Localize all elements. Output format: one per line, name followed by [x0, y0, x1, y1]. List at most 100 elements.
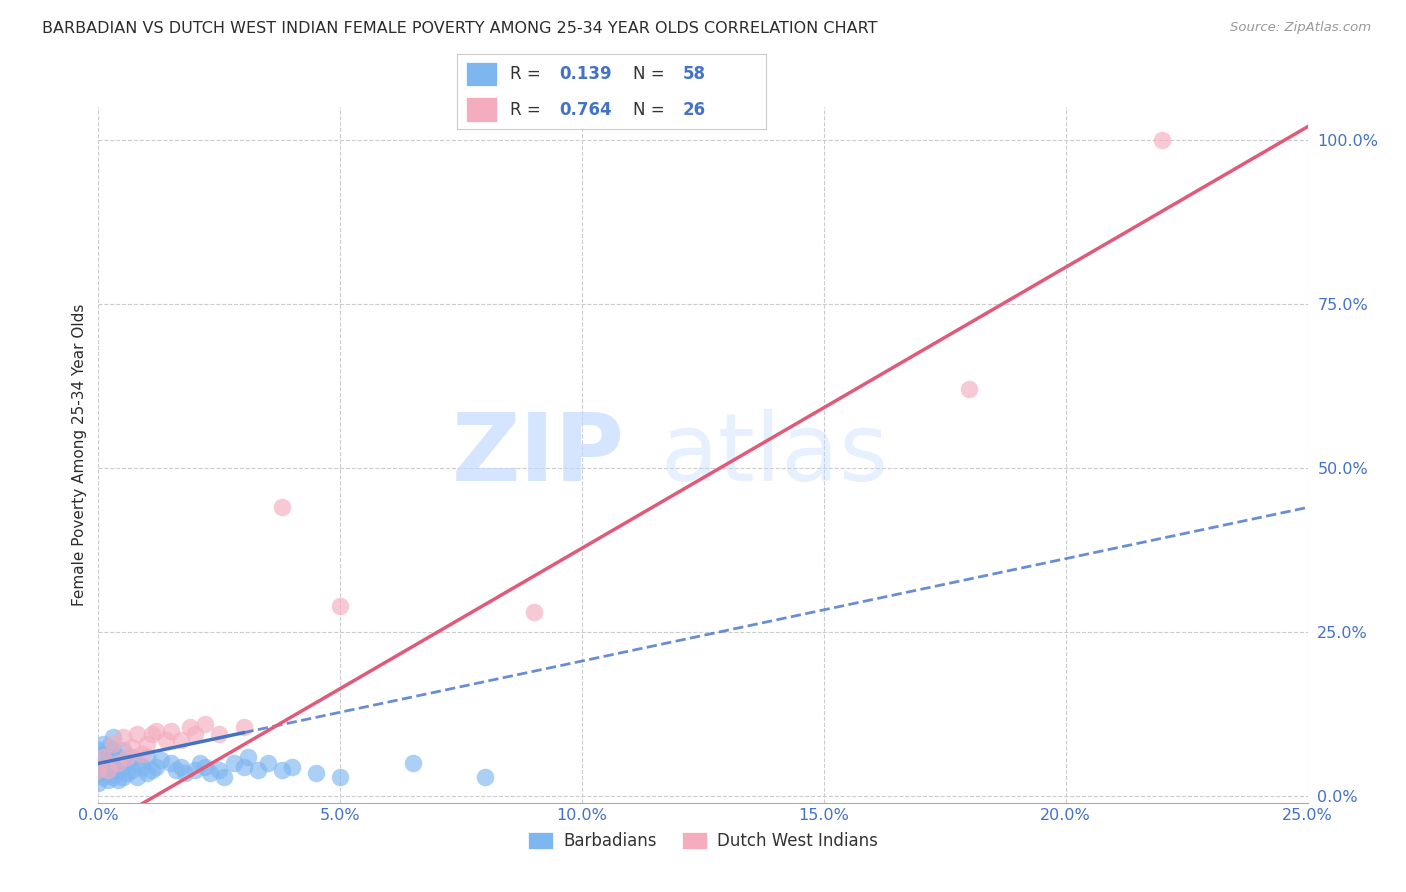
Text: 0.764: 0.764	[560, 101, 612, 119]
Text: atlas: atlas	[661, 409, 889, 501]
Point	[135, 766, 157, 780]
Point	[101, 743, 124, 757]
Point	[107, 763, 129, 777]
Point	[523, 606, 546, 620]
Point	[184, 727, 207, 741]
Text: 0.139: 0.139	[560, 65, 612, 83]
Point	[131, 747, 153, 761]
Point	[107, 749, 129, 764]
Point	[101, 763, 124, 777]
Text: R =: R =	[509, 101, 546, 119]
Point	[194, 717, 217, 731]
Point	[160, 756, 183, 771]
Point	[101, 737, 124, 751]
FancyBboxPatch shape	[467, 97, 498, 122]
Point	[141, 727, 163, 741]
Text: 58: 58	[683, 65, 706, 83]
Point	[87, 763, 110, 777]
Point	[91, 770, 114, 784]
Point	[160, 723, 183, 738]
Point	[194, 760, 217, 774]
Point	[402, 756, 425, 771]
Point	[247, 763, 270, 777]
Point	[117, 756, 139, 771]
Text: ZIP: ZIP	[451, 409, 624, 501]
Point	[474, 770, 496, 784]
Point	[87, 763, 110, 777]
Point	[305, 766, 328, 780]
Point	[91, 737, 114, 751]
Point	[101, 730, 124, 744]
Point	[97, 739, 120, 754]
Text: N =: N =	[633, 101, 671, 119]
Point	[127, 727, 149, 741]
Point	[97, 772, 120, 787]
Point	[184, 763, 207, 777]
Text: N =: N =	[633, 65, 671, 83]
Point	[87, 776, 110, 790]
Text: BARBADIAN VS DUTCH WEST INDIAN FEMALE POVERTY AMONG 25-34 YEAR OLDS CORRELATION : BARBADIAN VS DUTCH WEST INDIAN FEMALE PO…	[42, 21, 877, 37]
Point	[101, 770, 124, 784]
Point	[111, 753, 134, 767]
Y-axis label: Female Poverty Among 25-34 Year Olds: Female Poverty Among 25-34 Year Olds	[72, 304, 87, 606]
Point	[179, 720, 201, 734]
Text: 26: 26	[683, 101, 706, 119]
Point	[198, 766, 221, 780]
Point	[111, 770, 134, 784]
Point	[111, 730, 134, 744]
Point	[97, 763, 120, 777]
Point	[127, 770, 149, 784]
Point	[145, 760, 167, 774]
Point	[957, 382, 980, 396]
Point	[271, 763, 294, 777]
Point	[155, 733, 177, 747]
Point	[145, 723, 167, 738]
Point	[97, 760, 120, 774]
Point	[212, 770, 235, 784]
Point	[135, 737, 157, 751]
Point	[107, 756, 129, 771]
Point	[281, 760, 304, 774]
Point	[101, 753, 124, 767]
Text: Source: ZipAtlas.com: Source: ZipAtlas.com	[1230, 21, 1371, 35]
Point	[329, 770, 352, 784]
Point	[232, 760, 254, 774]
Point	[127, 756, 149, 771]
Point	[121, 739, 143, 754]
Point	[174, 766, 197, 780]
Point	[91, 756, 114, 771]
Point	[121, 749, 143, 764]
Point	[87, 766, 110, 780]
Point	[256, 756, 278, 771]
Point	[208, 727, 231, 741]
Point	[87, 753, 110, 767]
Point	[111, 743, 134, 757]
FancyBboxPatch shape	[467, 62, 498, 87]
Point	[222, 756, 245, 771]
Point	[117, 766, 139, 780]
Point	[188, 756, 211, 771]
Point	[150, 753, 173, 767]
Point	[131, 760, 153, 774]
Point	[91, 749, 114, 764]
Legend: Barbadians, Dutch West Indians: Barbadians, Dutch West Indians	[522, 826, 884, 857]
Point	[271, 500, 294, 515]
Point	[91, 747, 114, 761]
Point	[117, 749, 139, 764]
Point	[169, 733, 191, 747]
Point	[329, 599, 352, 613]
Point	[135, 749, 157, 764]
Point	[232, 720, 254, 734]
Point	[208, 763, 231, 777]
Point	[169, 760, 191, 774]
Point	[165, 763, 187, 777]
Point	[141, 763, 163, 777]
Point	[111, 760, 134, 774]
Point	[121, 763, 143, 777]
Point	[87, 743, 110, 757]
Point	[1152, 133, 1174, 147]
Text: R =: R =	[509, 65, 546, 83]
Point	[107, 772, 129, 787]
Point	[97, 749, 120, 764]
Point	[238, 749, 260, 764]
